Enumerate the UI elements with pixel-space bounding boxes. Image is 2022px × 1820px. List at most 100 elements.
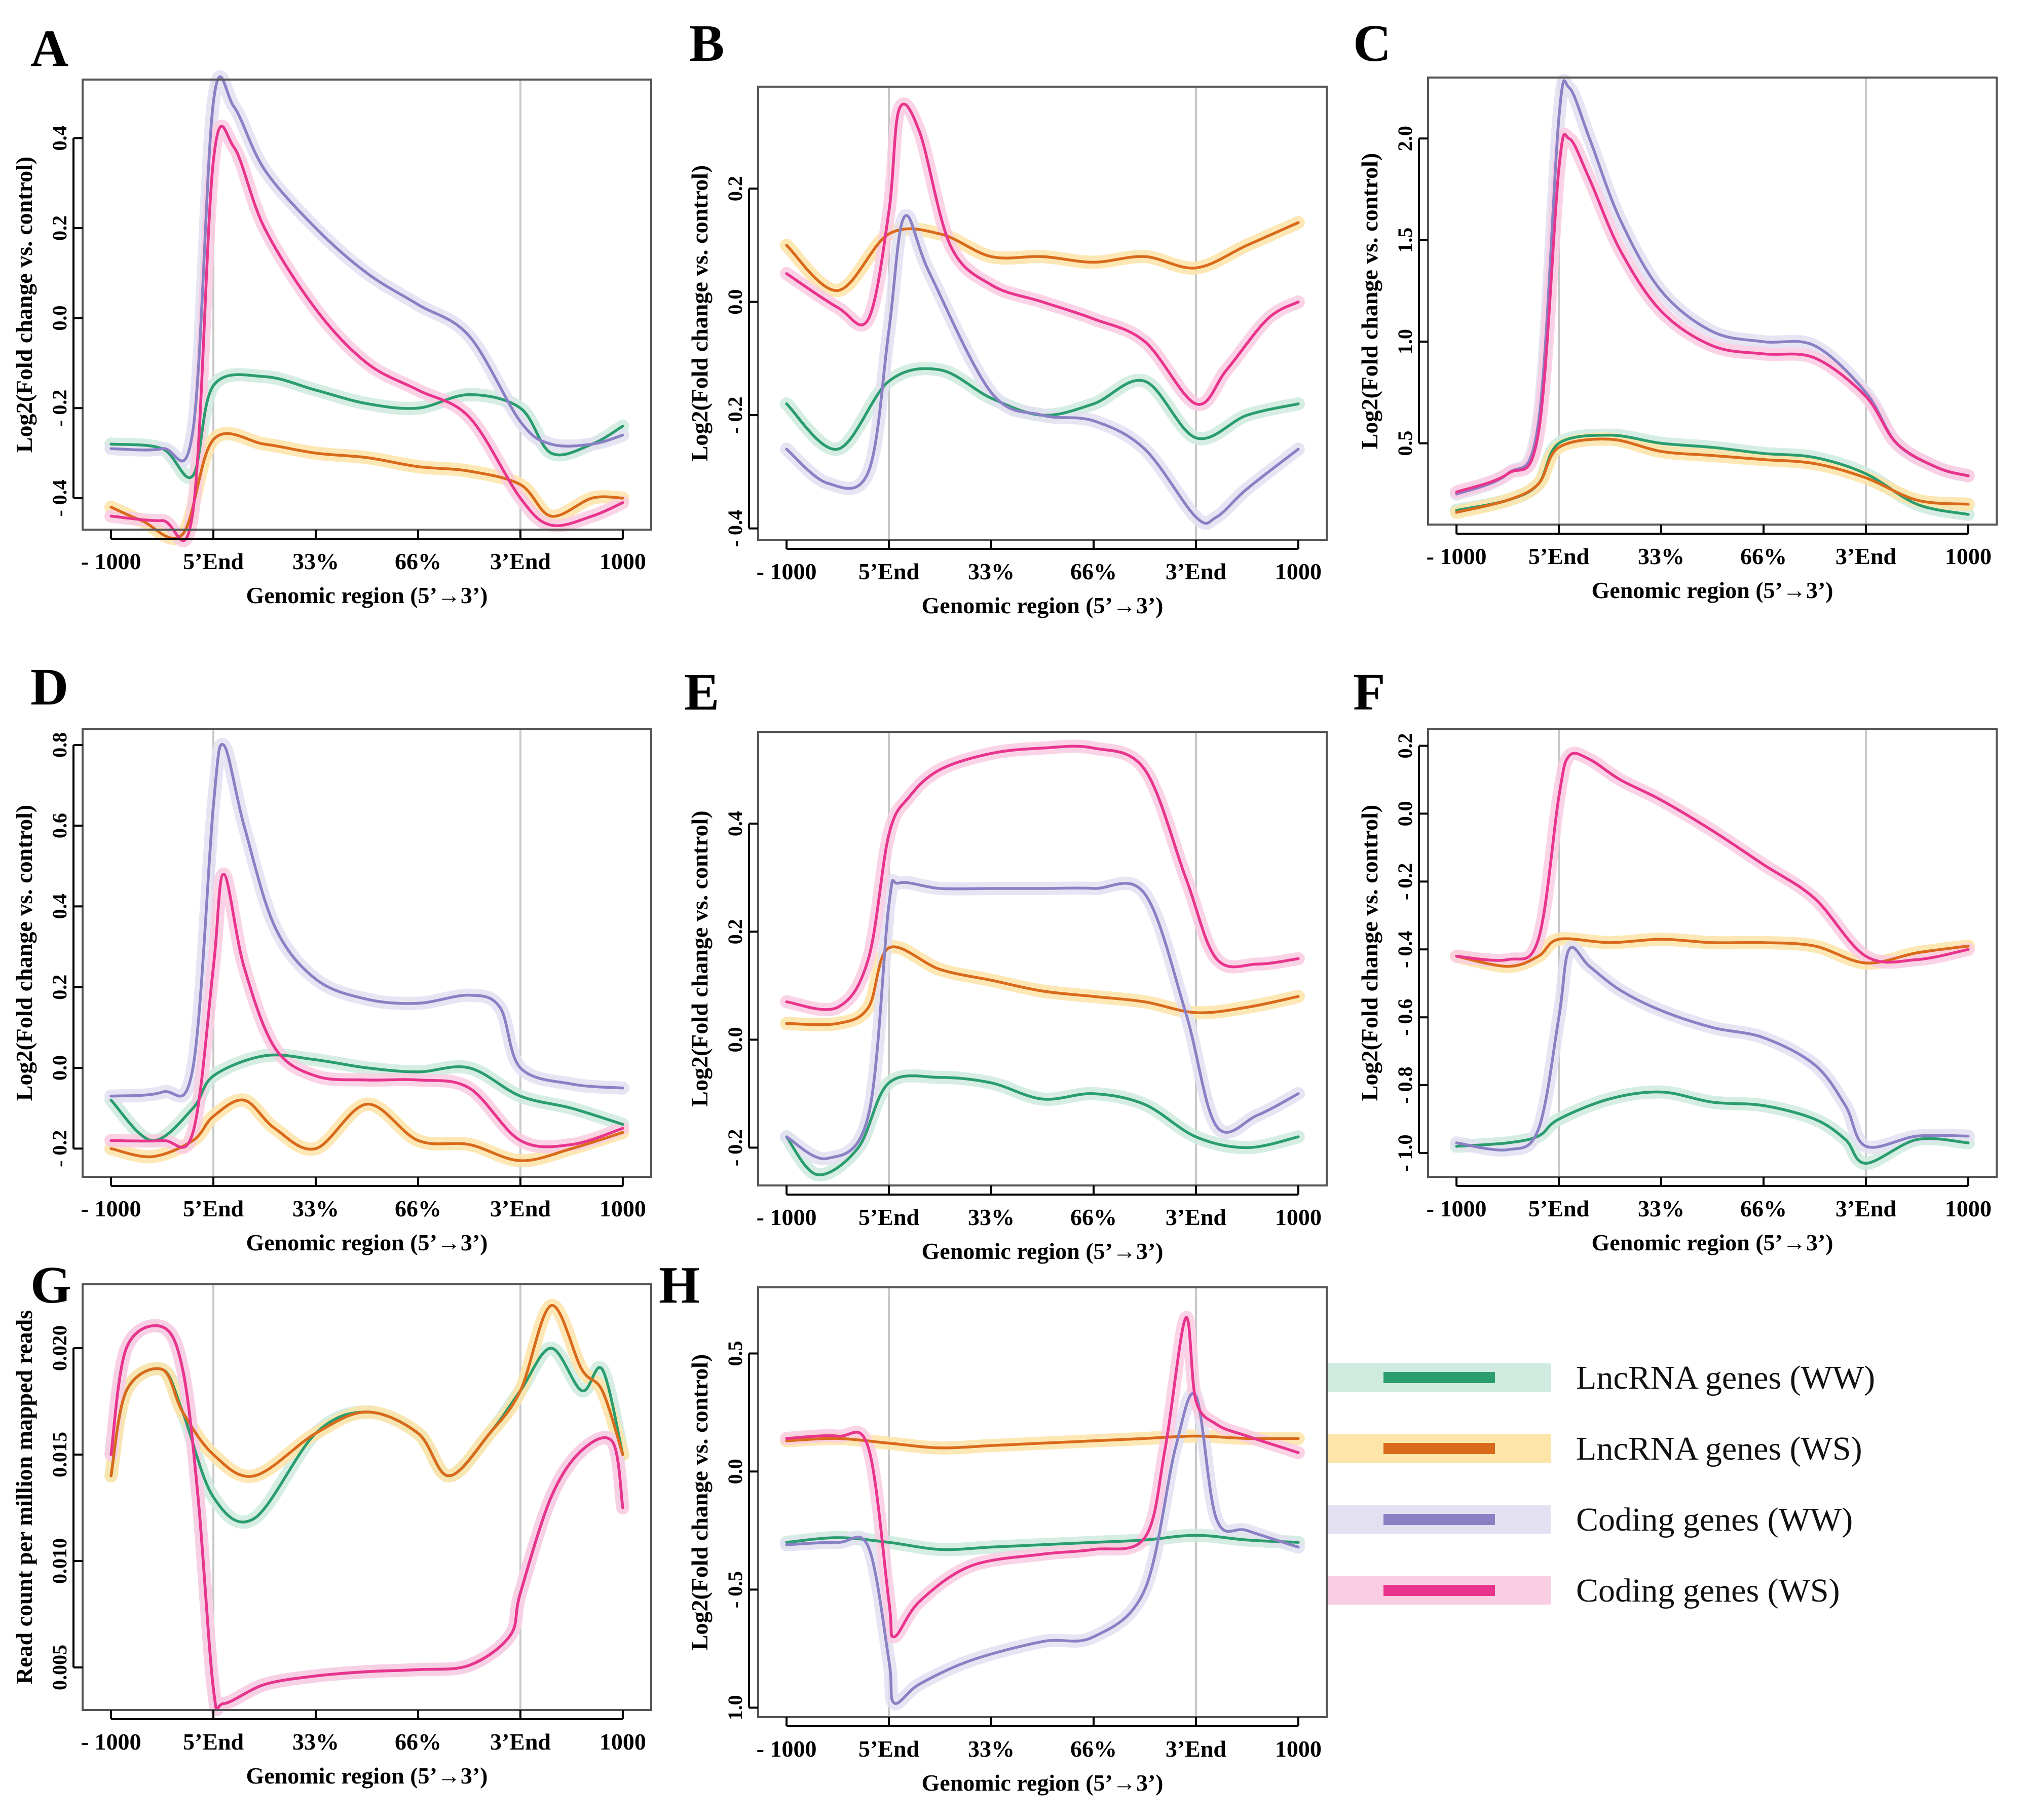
panel-letter: G xyxy=(30,1256,71,1314)
y-axis-title: Log2(Fold change vs. control) xyxy=(1357,153,1382,449)
x-tick-label: 66% xyxy=(395,1196,441,1221)
legend-line-swatch xyxy=(1383,1514,1495,1525)
x-tick-label: 3’End xyxy=(1836,543,1897,569)
x-tick-label: 33% xyxy=(968,1204,1015,1230)
panel-letter: B xyxy=(689,14,724,72)
x-axis-title: Genomic region (5’→3’) xyxy=(1592,1230,1833,1255)
panel-letter: H xyxy=(659,1256,700,1314)
x-tick-label: 3’End xyxy=(1166,559,1227,584)
x-tick-label: 66% xyxy=(1070,559,1117,584)
y-tick-label: 0.5 xyxy=(1394,431,1416,456)
x-tick-label: 33% xyxy=(1638,1196,1684,1221)
panel-a: A - 0.4 - 0.2 0.0 0.2 0.4 - 1000 5’End 33% 66% 3’E… xyxy=(11,19,652,608)
y-tick-label: - 0.8 xyxy=(1394,1067,1416,1104)
legend-label: Coding genes (WW) xyxy=(1576,1501,1853,1538)
series-line-cod-ws xyxy=(785,102,1300,406)
x-tick-label: 5’End xyxy=(858,559,920,584)
y-tick-label: 0.8 xyxy=(48,732,71,758)
y-tick-label: - 0.2 xyxy=(1394,863,1416,900)
x-tick-label: 3’End xyxy=(490,1196,551,1221)
series-line-lnc-ws xyxy=(1455,437,1970,514)
x-tick-label: 66% xyxy=(395,1729,441,1755)
series-line-cod-ws xyxy=(1455,752,1970,964)
series-line-cod-ww xyxy=(1455,79,1970,496)
x-tick-label: 3’End xyxy=(1836,1196,1897,1221)
x-tick-label: 1000 xyxy=(1945,543,1992,569)
x-tick-label: 3’End xyxy=(1166,1736,1227,1762)
series-line-cod-ws xyxy=(109,125,624,542)
legend-line-swatch xyxy=(1383,1585,1495,1596)
series-line-lnc-ww xyxy=(785,1534,1300,1551)
panel-b: B - 0.4 - 0.2 0.0 0.2 - 1000 5’End 33% 66% 3’End 1… xyxy=(687,14,1328,618)
plot-frame xyxy=(757,731,1328,1186)
panel-f: F - 1.0 - 0.8 - 0.6 - 0.4 - 0.2 0.0 0.2 - 1000 5’… xyxy=(1353,663,1998,1255)
y-tick-label: 0.0 xyxy=(724,1027,746,1052)
plot-frame xyxy=(82,728,652,1178)
x-tick-label: 3’End xyxy=(490,1729,551,1755)
series-line-lnc-ww xyxy=(109,373,624,479)
x-tick-label: 33% xyxy=(968,559,1015,584)
x-tick-label: 1000 xyxy=(1275,1736,1322,1762)
y-tick-label: - 0.2 xyxy=(48,1130,71,1167)
series-line-cod-ww xyxy=(109,743,624,1098)
series-line-cod-ws xyxy=(785,1316,1300,1639)
y-tick-label: 0.010 xyxy=(48,1538,71,1584)
y-tick-label: 0.4 xyxy=(48,125,71,151)
y-tick-label: 0.0 xyxy=(48,306,71,331)
x-tick-label: 1000 xyxy=(600,1196,646,1221)
x-axis-title: Genomic region (5’→3’) xyxy=(246,1230,488,1255)
y-tick-label: - 0.4 xyxy=(1394,931,1416,968)
plot-frame xyxy=(757,1286,1328,1718)
x-tick-label: - 1000 xyxy=(1427,1196,1487,1221)
y-tick-label: 1.0 xyxy=(1394,329,1416,354)
y-tick-label: 0.2 xyxy=(48,975,71,1000)
plot-frame xyxy=(1427,77,1998,526)
plot-frame xyxy=(757,86,1328,541)
series-line-lnc-ws xyxy=(785,945,1300,1026)
series-band-cod-ww xyxy=(104,737,629,1103)
x-tick-label: 66% xyxy=(1740,543,1787,569)
series-line-cod-ww xyxy=(1455,946,1970,1152)
series-line-cod-ww xyxy=(785,879,1300,1161)
series-band-cod-ws xyxy=(104,1319,629,1716)
y-tick-label: 0.0 xyxy=(48,1055,71,1081)
panel-letter: C xyxy=(1353,14,1391,72)
series-line-cod-ws xyxy=(785,745,1300,1011)
x-tick-label: 1000 xyxy=(1275,1204,1322,1230)
x-tick-label: 66% xyxy=(1070,1204,1117,1230)
x-tick-label: - 1000 xyxy=(81,1196,141,1221)
x-tick-label: 3’End xyxy=(1166,1204,1227,1230)
x-tick-label: 3’End xyxy=(490,548,551,574)
y-tick-label: 0.2 xyxy=(724,176,746,201)
y-tick-label: - 0.4 xyxy=(724,510,746,547)
series-line-cod-ww xyxy=(109,75,624,463)
x-axis-title: Genomic region (5’→3’) xyxy=(246,1763,488,1789)
y-axis-title: Log2(Fold change vs. control) xyxy=(687,1354,713,1650)
panel-g: G 0.005 0.010 0.015 0.020 - 1000 5’End 33% 66% 3’… xyxy=(11,1256,652,1789)
x-tick-label: 5’End xyxy=(858,1736,920,1762)
y-axis-title: Log2(Fold change vs. control) xyxy=(1357,805,1382,1101)
x-tick-label: - 1000 xyxy=(81,548,141,574)
y-tick-label: 2.0 xyxy=(1394,126,1416,151)
x-tick-label: - 1000 xyxy=(757,1736,817,1762)
x-tick-label: 5’End xyxy=(1528,543,1590,569)
legend-label: LncRNA genes (WS) xyxy=(1576,1430,1862,1467)
panel-letter: F xyxy=(1353,663,1386,721)
x-axis-title: Genomic region (5’→3’) xyxy=(1592,577,1833,603)
series-band-cod-ww xyxy=(1450,941,1975,1157)
series-line-cod-ws xyxy=(1455,133,1970,494)
x-tick-label: 33% xyxy=(1638,543,1684,569)
y-tick-label: 0.4 xyxy=(724,811,746,836)
y-axis-title: Log2(Fold change vs. control) xyxy=(687,810,713,1106)
x-tick-label: 33% xyxy=(292,1729,339,1755)
y-axis-title: Read count per million mapped reads xyxy=(11,1310,37,1684)
y-tick-label: 0.015 xyxy=(48,1432,71,1477)
x-tick-label: 66% xyxy=(1070,1736,1117,1762)
y-tick-label: 0.4 xyxy=(48,894,71,919)
plot-frame xyxy=(82,79,652,531)
panel-letter: A xyxy=(30,19,68,78)
x-tick-label: 1000 xyxy=(600,548,646,574)
y-tick-label: - 0.4 xyxy=(48,479,71,516)
y-tick-label: - 0.5 xyxy=(724,1571,746,1608)
x-tick-label: 33% xyxy=(968,1736,1015,1762)
